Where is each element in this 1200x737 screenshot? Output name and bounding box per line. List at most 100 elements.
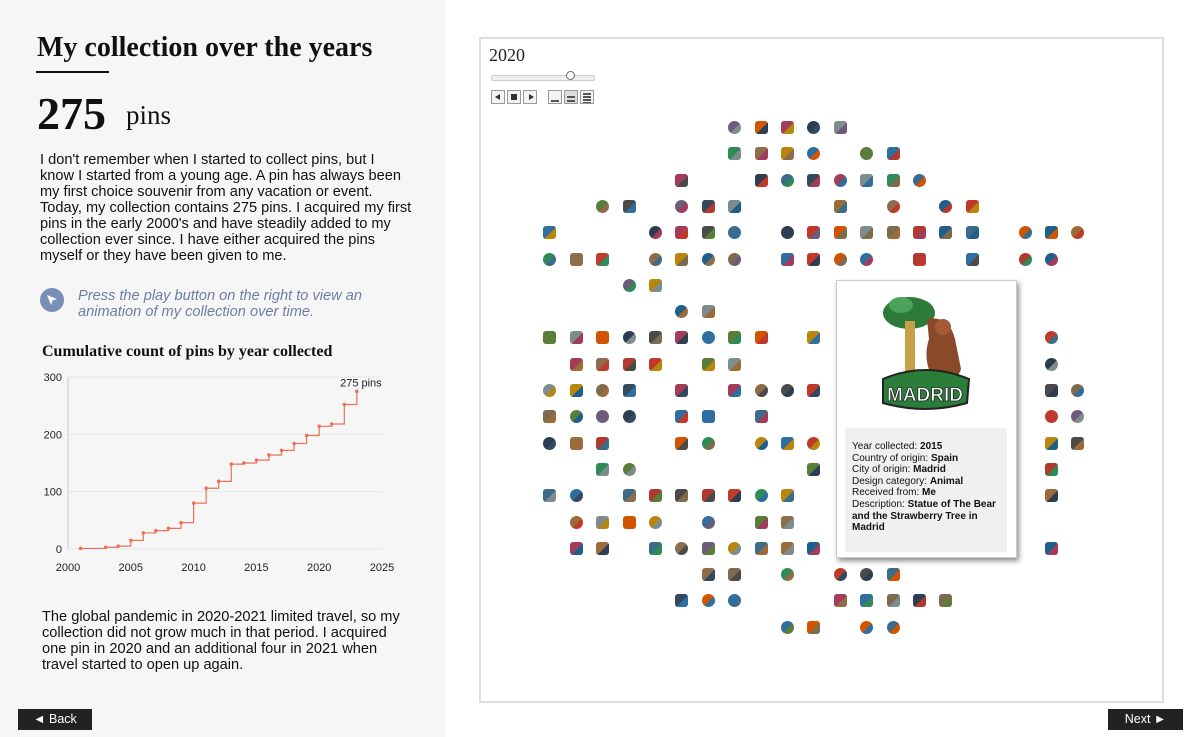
pin-thumbnail[interactable]: [860, 620, 874, 634]
pin-thumbnail[interactable]: [701, 515, 715, 529]
pin-thumbnail[interactable]: [754, 541, 768, 555]
pin-thumbnail[interactable]: [807, 620, 821, 634]
pin-thumbnail[interactable]: [649, 541, 662, 555]
pin-thumbnail[interactable]: [596, 541, 610, 555]
pin-thumbnail[interactable]: [569, 436, 583, 450]
pin-thumbnail[interactable]: [754, 147, 768, 161]
pin-thumbnail[interactable]: [701, 489, 715, 503]
pin-thumbnail[interactable]: [649, 489, 662, 503]
step-back-button[interactable]: [491, 90, 505, 104]
pin-thumbnail[interactable]: [569, 331, 583, 345]
pin-thumbnail[interactable]: [649, 252, 662, 266]
pin-thumbnail[interactable]: [675, 226, 689, 240]
pin-thumbnail[interactable]: [701, 226, 715, 240]
pin-thumbnail[interactable]: [596, 199, 610, 213]
pin-thumbnail[interactable]: [569, 410, 583, 424]
pin-thumbnail[interactable]: [675, 305, 689, 319]
pin-thumbnail[interactable]: [833, 173, 847, 187]
pin-thumbnail[interactable]: [807, 462, 821, 476]
step-forward-button[interactable]: [523, 90, 537, 104]
pin-thumbnail[interactable]: [622, 489, 636, 503]
stop-button[interactable]: [507, 90, 521, 104]
pin-thumbnail[interactable]: [807, 541, 821, 555]
next-button[interactable]: Next ►: [1108, 709, 1183, 730]
pin-thumbnail[interactable]: [675, 173, 689, 187]
pin-thumbnail[interactable]: [939, 594, 953, 608]
pin-thumbnail[interactable]: [965, 252, 979, 266]
speed-fast-button[interactable]: [580, 90, 594, 104]
pin-thumbnail[interactable]: [728, 199, 742, 213]
pin-thumbnail[interactable]: [781, 620, 794, 634]
pin-thumbnail[interactable]: [701, 594, 715, 608]
pin-thumbnail[interactable]: [754, 384, 768, 397]
pin-thumbnail[interactable]: [1045, 410, 1058, 424]
pin-thumbnail[interactable]: [543, 384, 557, 397]
pin-thumbnail[interactable]: [781, 173, 794, 187]
pin-thumbnail[interactable]: [1071, 410, 1085, 424]
speed-slow-button[interactable]: [548, 90, 562, 104]
pin-thumbnail[interactable]: [1045, 226, 1058, 240]
pin-thumbnail[interactable]: [886, 147, 900, 161]
pin-thumbnail[interactable]: [701, 331, 715, 345]
pin-thumbnail[interactable]: [622, 331, 636, 345]
pin-thumbnail[interactable]: [1045, 489, 1058, 503]
pin-thumbnail[interactable]: [596, 410, 610, 424]
pin-thumbnail[interactable]: [833, 199, 847, 213]
pin-thumbnail[interactable]: [781, 147, 794, 161]
pin-thumbnail[interactable]: [622, 462, 636, 476]
pin-thumbnail[interactable]: [860, 568, 874, 582]
pin-thumbnail[interactable]: [781, 384, 794, 397]
pin-thumbnail[interactable]: [569, 252, 583, 266]
pin-thumbnail[interactable]: [701, 252, 715, 266]
pin-thumbnail[interactable]: [596, 515, 610, 529]
pin-thumbnail[interactable]: [833, 568, 847, 582]
pin-thumbnail[interactable]: [754, 489, 768, 503]
pin-thumbnail[interactable]: [754, 121, 768, 134]
pin-thumbnail[interactable]: [1045, 541, 1058, 555]
pin-thumbnail[interactable]: [728, 489, 742, 503]
pin-thumbnail[interactable]: [807, 226, 821, 240]
pin-thumbnail[interactable]: [622, 357, 636, 371]
pin-thumbnail[interactable]: [833, 121, 847, 134]
pin-thumbnail[interactable]: [675, 331, 689, 345]
pin-thumbnail[interactable]: [596, 384, 610, 397]
pin-thumbnail[interactable]: [622, 199, 636, 213]
pin-thumbnail[interactable]: [728, 357, 742, 371]
pin-thumbnail[interactable]: [1071, 384, 1085, 397]
pin-thumbnail[interactable]: [596, 252, 610, 266]
pin-thumbnail[interactable]: [833, 252, 847, 266]
pin-thumbnail[interactable]: [965, 226, 979, 240]
pin-thumbnail[interactable]: [860, 226, 874, 240]
pin-thumbnail[interactable]: [675, 489, 689, 503]
back-button[interactable]: ◄ Back: [18, 709, 92, 730]
pin-thumbnail[interactable]: [728, 147, 742, 161]
pin-thumbnail[interactable]: [728, 541, 742, 555]
pin-thumbnail[interactable]: [569, 384, 583, 397]
pin-thumbnail[interactable]: [781, 515, 794, 529]
pin-thumbnail[interactable]: [781, 568, 794, 582]
pin-thumbnail[interactable]: [675, 384, 689, 397]
pin-thumbnail[interactable]: [596, 331, 610, 345]
pin-thumbnail[interactable]: [596, 357, 610, 371]
pin-thumbnail[interactable]: [675, 410, 689, 424]
pin-thumbnail[interactable]: [622, 410, 636, 424]
pin-thumbnail[interactable]: [649, 226, 662, 240]
pin-thumbnail[interactable]: [543, 436, 557, 450]
pin-thumbnail[interactable]: [754, 436, 768, 450]
pin-thumbnail[interactable]: [1018, 226, 1032, 240]
pin-thumbnail[interactable]: [728, 252, 742, 266]
pin-thumbnail[interactable]: [807, 121, 821, 134]
pin-thumbnail[interactable]: [569, 357, 583, 371]
pin-thumbnail[interactable]: [701, 568, 715, 582]
pin-thumbnail[interactable]: [1018, 252, 1032, 266]
pin-thumbnail[interactable]: [807, 384, 821, 397]
pin-thumbnail[interactable]: [649, 278, 662, 292]
pin-thumbnail[interactable]: [701, 199, 715, 213]
pin-thumbnail[interactable]: [860, 594, 874, 608]
pin-thumbnail[interactable]: [701, 436, 715, 450]
pin-thumbnail[interactable]: [569, 541, 583, 555]
speed-medium-button[interactable]: [564, 90, 578, 104]
pin-thumbnail[interactable]: [728, 594, 742, 608]
pin-thumbnail[interactable]: [754, 515, 768, 529]
pin-thumbnail[interactable]: [543, 410, 557, 424]
